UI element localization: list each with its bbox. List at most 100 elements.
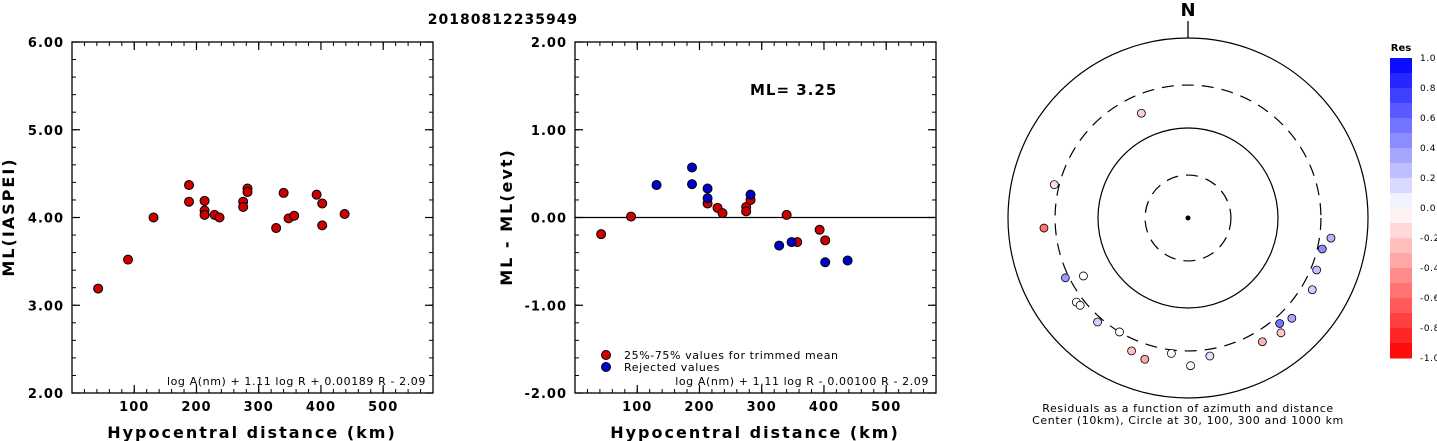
data-point <box>687 179 698 190</box>
y-tick-label: 2.00 <box>28 387 64 402</box>
data-point <box>781 209 792 220</box>
colorbar-tick-label: 0.8 <box>1420 84 1436 94</box>
x-tick-label: 200 <box>684 400 714 415</box>
data-point <box>238 201 249 212</box>
y-tick-label: 2.00 <box>531 36 567 51</box>
formula-label: log A(nm) + 1.11 log R - 0.00100 R - 2.0… <box>675 375 929 388</box>
colorbar-cell <box>1390 328 1412 344</box>
residual-colorbar: Res 1.0 0.8 0.6 0.4 0.2 0.0 -0.2 -0.4 -0.6 -0.8 -1… <box>1390 43 1437 364</box>
station-point <box>1093 317 1102 327</box>
colorbar-cell <box>1390 118 1412 134</box>
data-point <box>687 162 698 173</box>
y-tick-label: 1.00 <box>531 124 567 139</box>
x-axis-label: Hypocentral distance (km) <box>610 423 900 441</box>
colorbar-cell <box>1390 58 1412 74</box>
ml-distance-panel: 2.00 3.00 4.00 5.00 6.00 100 200 300 400 500 Hypo… <box>0 36 434 441</box>
station-point <box>1060 273 1070 283</box>
colorbar-tick-label: 0.0 <box>1420 204 1436 214</box>
colorbar-cell <box>1390 73 1412 89</box>
distance-ring <box>1054 84 1322 352</box>
colorbar-tick-label: 0.4 <box>1420 144 1436 154</box>
legend-marker-rejected <box>601 362 611 372</box>
legend-label-rejected: Rejected values <box>624 361 720 374</box>
station-point <box>1075 300 1085 310</box>
y-tick-label: 4.00 <box>28 212 64 227</box>
station-point <box>1136 108 1146 118</box>
y-tick-label: 5.00 <box>28 124 64 139</box>
data-point <box>317 198 328 209</box>
colorbar-cell <box>1390 298 1412 314</box>
station-point <box>1317 244 1327 254</box>
data-point <box>278 187 289 198</box>
figure-title: 20180812235949 <box>428 12 578 28</box>
station-point <box>1276 328 1286 338</box>
colorbar-tick-label: 0.6 <box>1420 114 1436 124</box>
data-point <box>745 189 756 200</box>
residual-distance-panel: -2.00 -1.00 0.00 1.00 2.00 100 200 300 400 500 Hy… <box>497 36 937 441</box>
data-point <box>199 209 210 220</box>
y-tick-label: -2.00 <box>525 387 567 402</box>
station-point <box>1287 313 1297 323</box>
data-point <box>289 210 300 221</box>
colorbar-cell <box>1390 208 1412 224</box>
colorbar-cell <box>1390 283 1412 299</box>
data-point <box>242 187 253 198</box>
colorbar-tick-label: -0.8 <box>1420 324 1437 334</box>
data-point <box>741 206 752 217</box>
data-point <box>596 229 607 240</box>
x-tick-label: 100 <box>119 400 149 415</box>
north-label: N <box>1180 0 1195 21</box>
legend-label-trimmed: 25%-75% values for trimmed mean <box>624 349 839 362</box>
polar-caption-line2: Center (10km), Circle at 30, 100, 300 an… <box>1032 414 1344 427</box>
data-point <box>702 193 713 204</box>
data-point <box>814 224 825 235</box>
data-point <box>626 211 637 222</box>
data-point <box>717 208 728 219</box>
data-point <box>702 183 713 194</box>
station-point <box>1257 337 1267 347</box>
plot-frame <box>71 41 434 394</box>
colorbar-cell <box>1390 238 1412 254</box>
colorbar-title: Res <box>1391 43 1411 54</box>
colorbar-cell <box>1390 103 1412 119</box>
y-tick-label: -1.00 <box>525 299 567 314</box>
y-tick-label: 6.00 <box>28 36 64 51</box>
colorbar-cell <box>1390 148 1412 164</box>
y-axis-label: ML(IASPEI) <box>0 157 18 276</box>
data-point <box>271 223 282 234</box>
data-point <box>651 180 662 191</box>
x-tick-label: 400 <box>809 400 839 415</box>
station-point <box>1115 327 1124 337</box>
data-point <box>774 240 785 251</box>
colorbar-tick-label: -0.4 <box>1420 264 1437 274</box>
station-point <box>1127 346 1136 356</box>
data-point <box>842 255 853 266</box>
x-tick-label: 300 <box>747 400 777 415</box>
data-point <box>93 283 104 294</box>
data-point <box>123 254 134 265</box>
colorbar-cell <box>1390 343 1412 359</box>
colorbar-cell <box>1390 223 1412 239</box>
station-point <box>1307 285 1317 295</box>
x-tick-label: 500 <box>368 400 398 415</box>
colorbar-tick-label: -0.2 <box>1420 234 1437 244</box>
legend-marker-trimmed <box>601 350 611 360</box>
colorbar-cell <box>1390 178 1412 194</box>
x-tick-label: 300 <box>244 400 274 415</box>
data-point <box>214 212 225 223</box>
colorbar-cell <box>1390 268 1412 284</box>
distance-ring <box>1007 37 1369 399</box>
station-point <box>1079 271 1088 281</box>
colorbar-cell <box>1390 253 1412 269</box>
station-point <box>1049 180 1059 190</box>
distance-ring <box>1144 174 1232 262</box>
x-tick-label: 100 <box>622 400 652 415</box>
x-tick-label: 400 <box>306 400 336 415</box>
data-point <box>184 180 195 191</box>
data-point <box>820 257 831 268</box>
station-point <box>1326 233 1336 243</box>
colorbar-tick-label: -1.0 <box>1420 354 1437 364</box>
data-point <box>820 235 831 246</box>
data-point <box>339 208 350 219</box>
station-point <box>1205 351 1215 361</box>
